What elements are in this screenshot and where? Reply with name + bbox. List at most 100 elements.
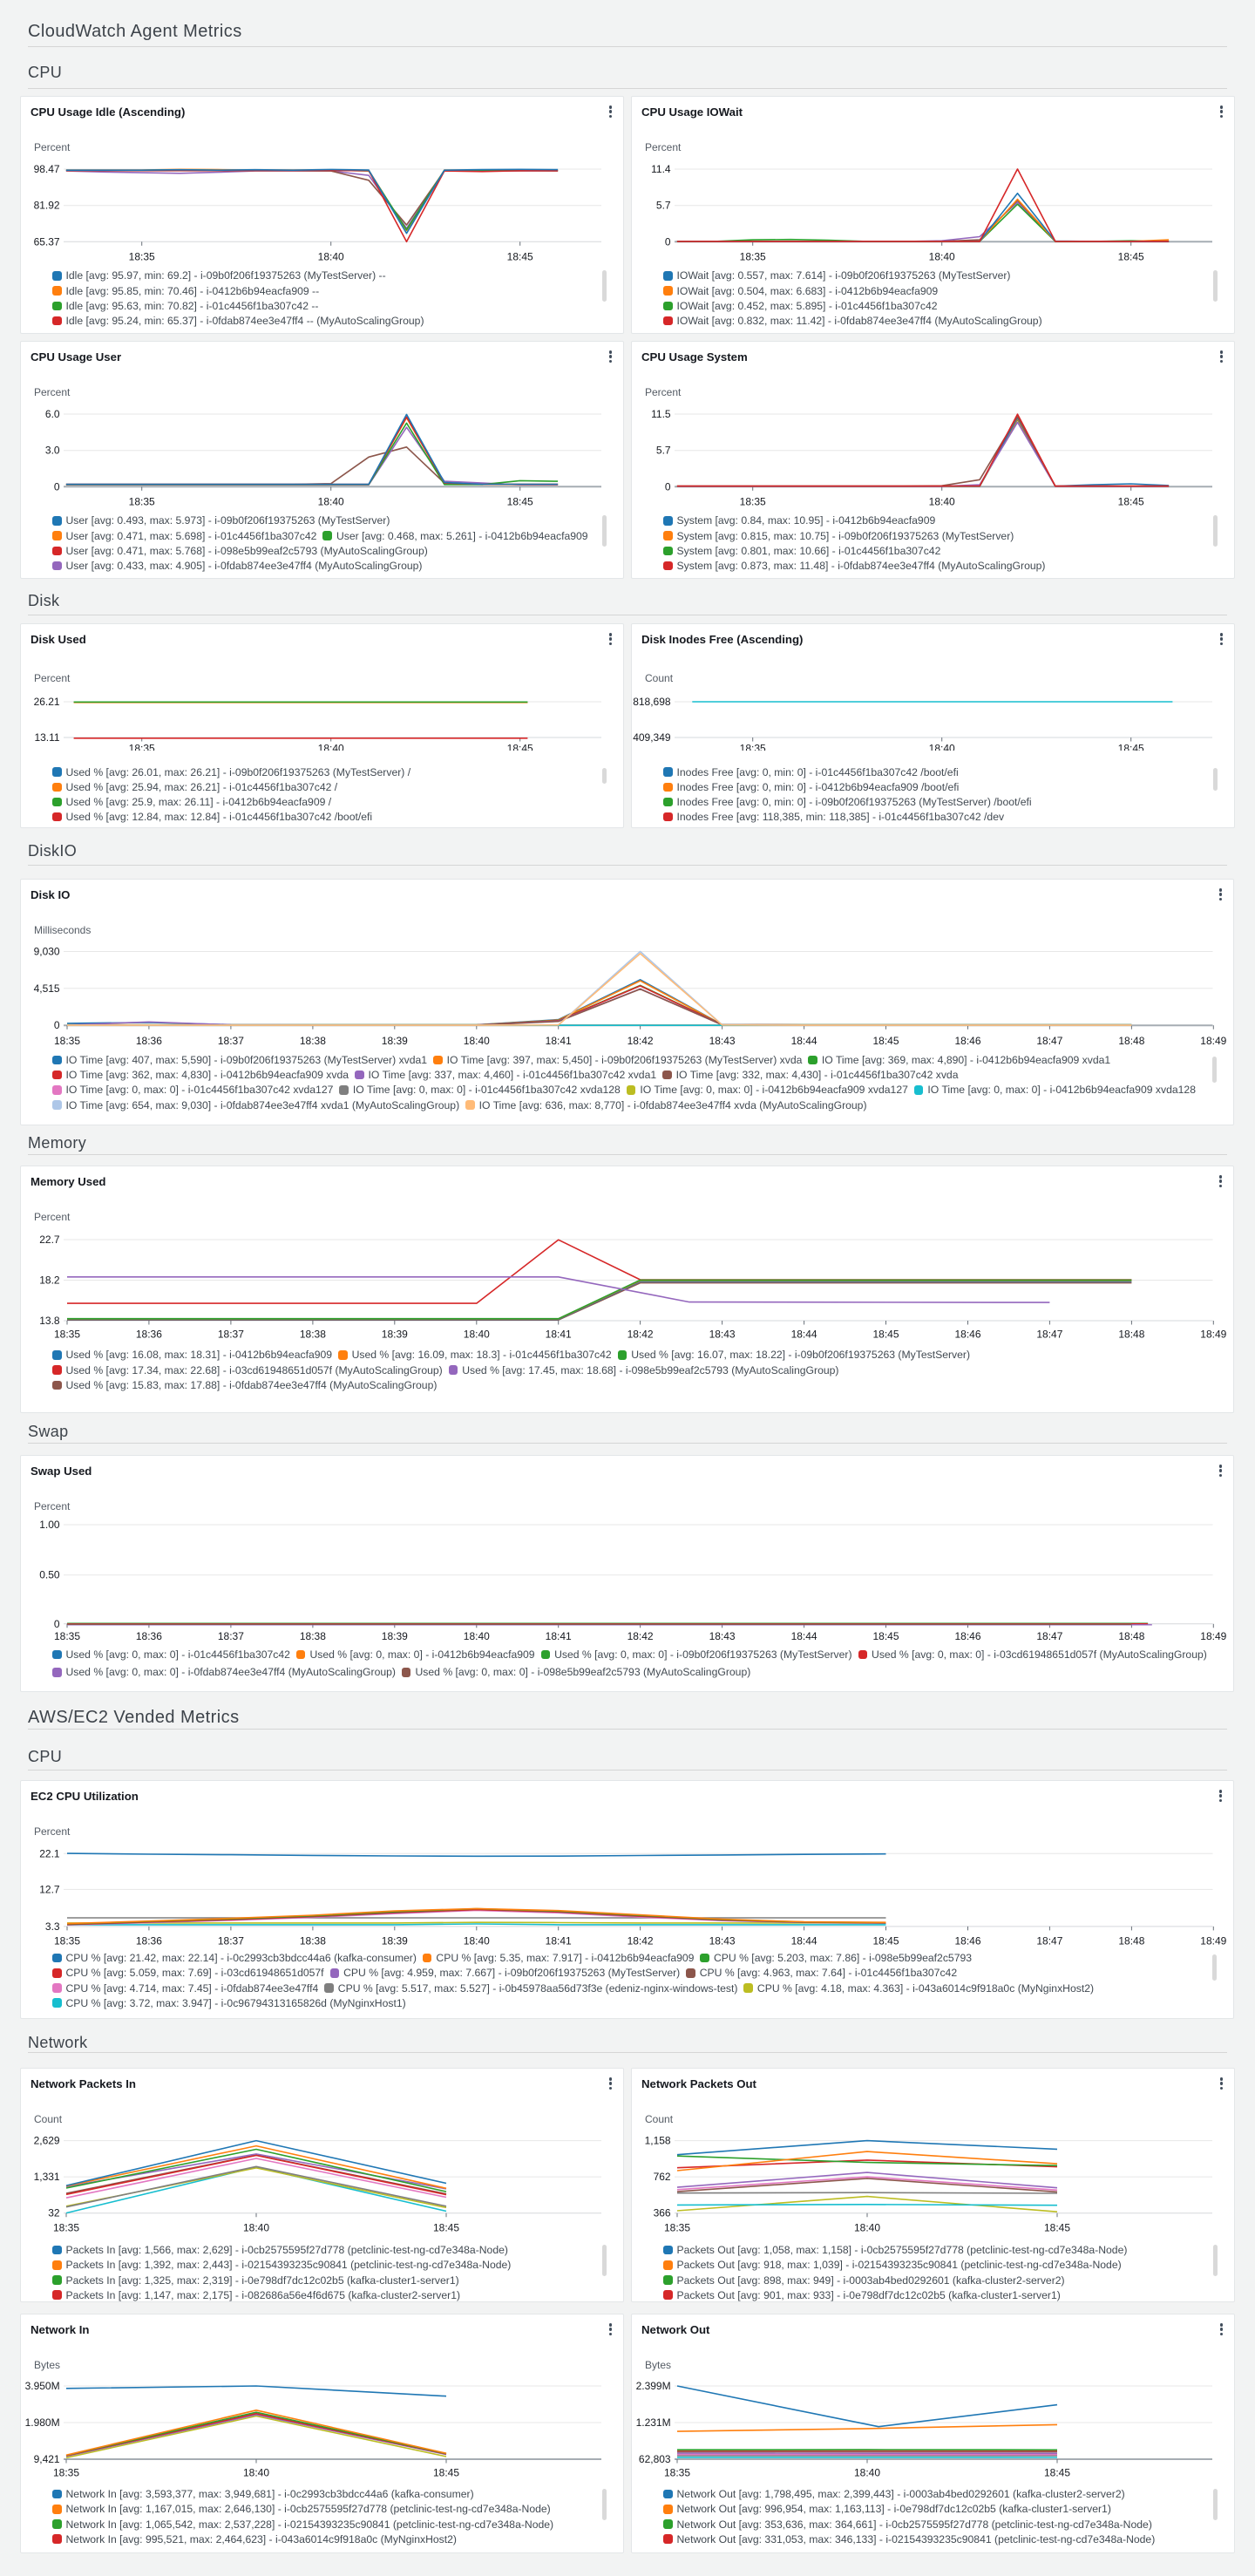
- svg-text:18:45: 18:45: [872, 1935, 899, 1947]
- svg-text:0: 0: [665, 480, 671, 493]
- svg-text:18:45: 18:45: [433, 2466, 459, 2478]
- svg-text:18:47: 18:47: [1036, 1630, 1062, 1642]
- svg-text:18:46: 18:46: [954, 1035, 980, 1047]
- svg-text:18:40: 18:40: [929, 496, 955, 508]
- svg-text:18:40: 18:40: [929, 743, 955, 751]
- svg-text:18:44: 18:44: [791, 1035, 817, 1047]
- svg-text:18:43: 18:43: [709, 1328, 736, 1340]
- svg-text:366: 366: [654, 2207, 671, 2219]
- svg-text:18:44: 18:44: [791, 1328, 817, 1340]
- svg-text:18:36: 18:36: [136, 1035, 162, 1047]
- svg-text:18:40: 18:40: [243, 2466, 269, 2478]
- svg-text:18:40: 18:40: [854, 2221, 880, 2233]
- svg-text:98.47: 98.47: [34, 163, 60, 175]
- svg-text:18:42: 18:42: [628, 1035, 654, 1047]
- svg-text:18:40: 18:40: [854, 2466, 880, 2478]
- svg-text:1.00: 1.00: [39, 1519, 60, 1531]
- svg-text:18:35: 18:35: [740, 743, 766, 751]
- svg-text:18:41: 18:41: [546, 1035, 572, 1047]
- svg-text:2,629: 2,629: [34, 2135, 60, 2147]
- svg-text:18:38: 18:38: [300, 1328, 326, 1340]
- svg-text:18:35: 18:35: [129, 743, 155, 751]
- svg-text:12.7: 12.7: [39, 1883, 60, 1895]
- svg-text:22.1: 22.1: [39, 1847, 60, 1859]
- svg-text:3.0: 3.0: [45, 445, 60, 457]
- svg-text:5.7: 5.7: [656, 445, 671, 457]
- svg-text:18:47: 18:47: [1036, 1935, 1062, 1947]
- svg-text:18:37: 18:37: [218, 1935, 244, 1947]
- svg-text:18:37: 18:37: [218, 1630, 244, 1642]
- svg-text:18:45: 18:45: [1044, 2221, 1070, 2233]
- svg-text:18:40: 18:40: [243, 2221, 269, 2233]
- svg-text:0: 0: [665, 235, 671, 248]
- svg-text:11.5: 11.5: [651, 408, 671, 420]
- svg-text:0: 0: [54, 1019, 60, 1031]
- svg-text:18:35: 18:35: [664, 2466, 690, 2478]
- svg-text:18:35: 18:35: [740, 496, 766, 508]
- svg-text:1.231M: 1.231M: [636, 2416, 671, 2429]
- svg-text:18:35: 18:35: [53, 2466, 79, 2478]
- svg-text:9,030: 9,030: [34, 946, 60, 958]
- svg-text:18:36: 18:36: [136, 1935, 162, 1947]
- svg-text:18.2: 18.2: [39, 1274, 60, 1287]
- svg-text:18:40: 18:40: [318, 496, 344, 508]
- svg-text:18:47: 18:47: [1036, 1328, 1062, 1340]
- svg-text:18:43: 18:43: [709, 1935, 736, 1947]
- svg-text:18:44: 18:44: [791, 1935, 817, 1947]
- svg-text:18:42: 18:42: [628, 1328, 654, 1340]
- svg-text:1,331: 1,331: [34, 2171, 60, 2183]
- svg-text:18:45: 18:45: [507, 496, 533, 508]
- svg-text:18:39: 18:39: [382, 1035, 408, 1047]
- svg-text:18:40: 18:40: [318, 743, 344, 751]
- svg-text:18:43: 18:43: [709, 1630, 736, 1642]
- svg-text:18:36: 18:36: [136, 1328, 162, 1340]
- svg-text:0.50: 0.50: [39, 1569, 60, 1581]
- svg-text:18:45: 18:45: [507, 251, 533, 263]
- svg-text:18:35: 18:35: [54, 1630, 80, 1642]
- svg-text:18:35: 18:35: [129, 496, 155, 508]
- svg-text:18:37: 18:37: [218, 1328, 244, 1340]
- svg-text:18:35: 18:35: [740, 251, 766, 263]
- svg-text:18:42: 18:42: [628, 1630, 654, 1642]
- svg-text:18:45: 18:45: [433, 2221, 459, 2233]
- svg-text:18:42: 18:42: [628, 1935, 654, 1947]
- svg-text:18:38: 18:38: [300, 1630, 326, 1642]
- svg-text:818,698: 818,698: [633, 696, 671, 708]
- svg-text:13.11: 13.11: [34, 731, 59, 744]
- svg-text:18:44: 18:44: [791, 1630, 817, 1642]
- svg-text:13.8: 13.8: [39, 1315, 60, 1327]
- svg-text:18:41: 18:41: [546, 1935, 572, 1947]
- svg-text:18:45: 18:45: [872, 1630, 899, 1642]
- svg-text:18:45: 18:45: [1118, 496, 1144, 508]
- svg-text:18:45: 18:45: [872, 1328, 899, 1340]
- svg-text:18:35: 18:35: [129, 251, 155, 263]
- svg-text:18:41: 18:41: [546, 1630, 572, 1642]
- svg-text:18:40: 18:40: [464, 1630, 490, 1642]
- svg-text:18:45: 18:45: [1044, 2466, 1070, 2478]
- svg-text:3.3: 3.3: [45, 1920, 60, 1933]
- svg-text:6.0: 6.0: [45, 408, 60, 420]
- svg-text:18:38: 18:38: [300, 1035, 326, 1047]
- svg-text:18:40: 18:40: [464, 1935, 490, 1947]
- svg-text:65.37: 65.37: [34, 235, 60, 248]
- svg-text:18:46: 18:46: [954, 1630, 980, 1642]
- svg-text:4,515: 4,515: [34, 982, 60, 995]
- svg-text:9,421: 9,421: [34, 2453, 60, 2465]
- svg-text:18:47: 18:47: [1036, 1035, 1062, 1047]
- svg-text:18:46: 18:46: [954, 1935, 980, 1947]
- svg-text:18:46: 18:46: [954, 1328, 980, 1340]
- svg-text:18:39: 18:39: [382, 1630, 408, 1642]
- svg-text:18:49: 18:49: [1200, 1630, 1226, 1642]
- svg-text:18:45: 18:45: [1118, 743, 1144, 751]
- svg-text:18:45: 18:45: [1118, 251, 1144, 263]
- svg-text:18:35: 18:35: [54, 1328, 80, 1340]
- svg-text:18:40: 18:40: [464, 1328, 490, 1340]
- svg-text:18:48: 18:48: [1118, 1035, 1144, 1047]
- svg-text:18:49: 18:49: [1200, 1035, 1226, 1047]
- svg-text:11.4: 11.4: [651, 163, 671, 175]
- svg-text:762: 762: [654, 2171, 671, 2183]
- svg-text:1,158: 1,158: [645, 2135, 671, 2147]
- svg-text:18:38: 18:38: [300, 1935, 326, 1947]
- svg-text:18:48: 18:48: [1118, 1630, 1144, 1642]
- svg-text:0: 0: [54, 1618, 60, 1630]
